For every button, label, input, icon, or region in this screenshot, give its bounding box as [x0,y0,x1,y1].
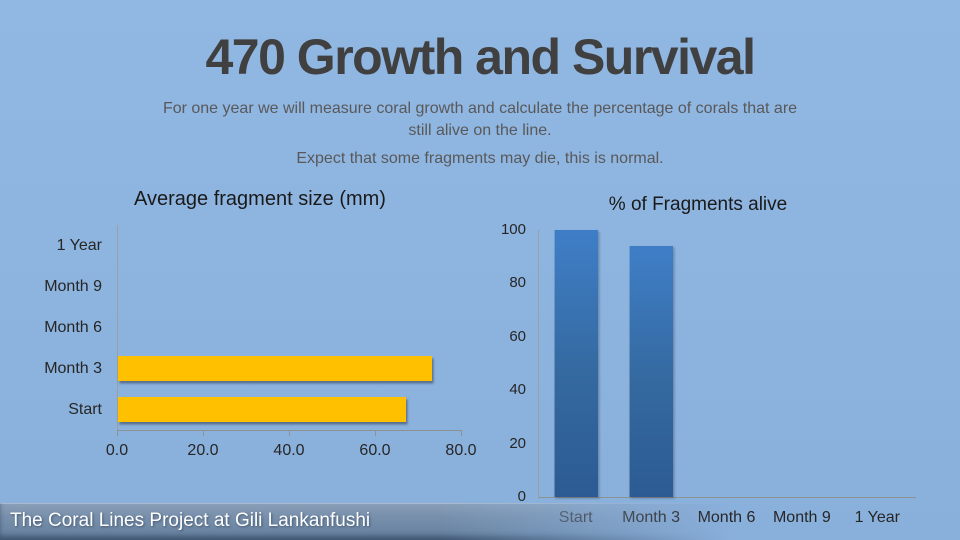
subtitle-paragraph-1: For one year we will measure coral growt… [0,98,960,142]
chart-title-fragments-alive: % of Fragments alive [608,194,788,215]
subtitle-line-1: For one year we will measure coral growt… [162,100,798,117]
slide-title: 470 Growth and Survival [205,29,756,85]
x-axis-tick [375,430,376,436]
x-axis-tick [461,430,462,436]
x-axis-tick-label: 20.0 [187,442,219,459]
chart-title-fragment-size: Average fragment size (mm) [134,188,386,210]
y-axis-tick-label: 40 [509,381,526,399]
x-axis-tick-label: 0.0 [105,442,129,459]
x-axis-tick [203,430,204,436]
y-category-label: Start [68,400,102,418]
subtitle-paragraph-2: Expect that some fragments may die, this… [296,150,664,167]
plot-area-fragments-alive [538,230,916,498]
x-axis-tick-label: 80.0 [445,442,477,459]
y-category-label: Month 6 [44,318,102,336]
bar-start [118,397,406,422]
y-category-label: Month 3 [44,359,102,377]
footer-text: The Coral Lines Project at Gili Lankanfu… [10,510,371,531]
y-category-label: Month 9 [44,277,102,295]
footer-ribbon: The Coral Lines Project at Gili Lankanfu… [0,503,960,540]
subtitle-line-2: still alive on the line. [408,122,552,139]
x-axis-tick-label: 60.0 [359,442,391,459]
y-axis-tick-label: 20 [509,434,526,452]
y-category-label: 1 Year [56,236,102,254]
bar-month-3 [118,356,432,381]
y-axis-tick-label: 100 [500,221,526,238]
y-axis-tick-label: 0 [517,488,526,505]
slide-subtitle: For one year we will measure coral growt… [0,98,960,170]
x-axis-tick [117,430,118,436]
chart-pct-fragments-alive: % of Fragments alive Start Month 3 Month 6… [480,185,960,535]
x-axis-tick-label: 40.0 [273,442,305,459]
x-axis-tick [289,430,290,436]
bar-month-3 [629,246,674,497]
y-axis-tick-label: 80 [509,274,526,292]
chart-average-fragment-size: Average fragment size (mm) 1 Year Month 9… [0,185,480,475]
bar-start [553,230,598,497]
y-axis-tick-label: 60 [509,327,526,345]
